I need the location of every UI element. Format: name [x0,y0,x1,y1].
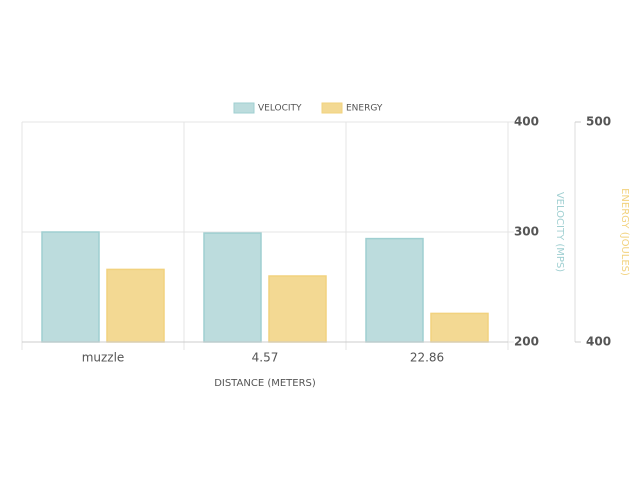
y-tick-label: 300 [514,225,539,239]
x-tick-label: muzzle [82,351,125,365]
legend-swatch [233,102,255,114]
y-tick-label: 200 [514,335,539,349]
bar [106,268,165,343]
y-tick-label: 400 [514,115,539,129]
x-tick-label: 22.86 [410,351,444,365]
legend-label: ENERGY [346,104,383,114]
bar [41,231,100,343]
bar [365,237,424,343]
y2-axis-title: ENERGY (JOULES) [619,188,630,276]
bar [430,312,489,343]
bar [203,232,262,343]
x-axis-title: DISTANCE (METERS) [214,378,316,389]
y2-tick-label: 500 [586,115,611,129]
legend-label: VELOCITY [258,104,302,114]
x-tick-label: 4.57 [252,351,279,365]
y2-tick-label: 400 [586,335,611,349]
y-axis-title: VELOCITY (MPS) [554,192,565,272]
legend-swatch [321,102,343,114]
bar [268,275,327,343]
